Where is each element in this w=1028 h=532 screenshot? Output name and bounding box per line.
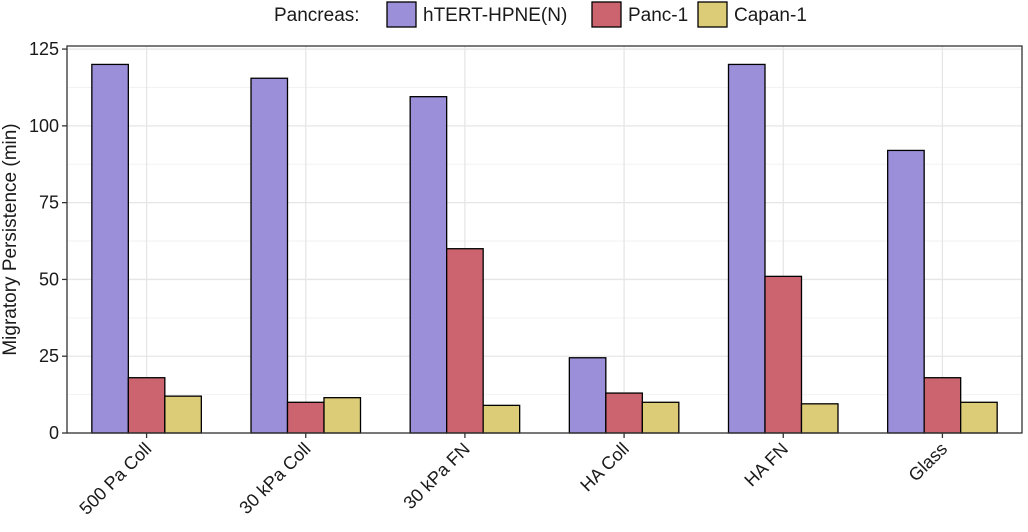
y-axis-title: Migratory Persistence (min) [0, 123, 21, 355]
plot-border [66, 45, 1023, 434]
legend-title: Pancreas: [274, 5, 360, 26]
x-tick-label: HA FN [740, 439, 792, 491]
legend-label: hTERT-HPNE(N) [423, 5, 567, 26]
bar-capan-1[interactable] [641, 401, 680, 434]
legend-key [591, 1, 622, 28]
y-tick-label: 75 [39, 193, 59, 213]
bar-panc-1[interactable] [605, 392, 643, 434]
bar-capan-1[interactable] [482, 404, 521, 434]
x-tick-label: 30 kPa Coll [235, 439, 314, 518]
legend: Pancreas: hTERT-HPNE(N) Panc-1 Capan-1 [274, 1, 807, 28]
legend-label: Capan-1 [734, 5, 807, 26]
bar-htert-hpne-n[interactable] [887, 149, 925, 434]
bar-panc-1[interactable] [764, 275, 803, 434]
legend-label: Panc-1 [628, 5, 688, 26]
legend-key [697, 1, 728, 28]
y-tick-label: 0 [49, 423, 59, 443]
bar-capan-1[interactable] [323, 397, 362, 434]
x-tick-label: HA Coll [576, 439, 633, 496]
x-tick-label: Glass [905, 439, 952, 486]
bar-capan-1[interactable] [164, 395, 202, 434]
y-tick-label: 25 [39, 346, 59, 366]
plot-area [67, 46, 1022, 434]
x-tick-label: 500 Pa Coll [75, 439, 155, 519]
bar-htert-hpne-n[interactable] [409, 96, 448, 434]
bar-htert-hpne-n[interactable] [250, 77, 289, 434]
legend-key [386, 1, 417, 28]
y-tick-label: 125 [29, 39, 59, 59]
bar-panc-1[interactable] [286, 401, 325, 434]
bar-panc-1[interactable] [923, 377, 962, 434]
y-tick-label: 100 [29, 116, 59, 136]
bar-htert-hpne-n[interactable] [568, 357, 607, 434]
bar-capan-1[interactable] [800, 403, 839, 434]
bar-panc-1[interactable] [127, 377, 166, 434]
bar-htert-hpne-n[interactable] [91, 63, 129, 434]
bar-capan-1[interactable] [960, 401, 998, 434]
y-tick-label: 50 [39, 269, 59, 289]
plot-background [67, 46, 1022, 433]
bar-panc-1[interactable] [446, 248, 484, 434]
x-tick-label: 30 kPa FN [399, 439, 473, 513]
bar-htert-hpne-n[interactable] [727, 63, 766, 434]
